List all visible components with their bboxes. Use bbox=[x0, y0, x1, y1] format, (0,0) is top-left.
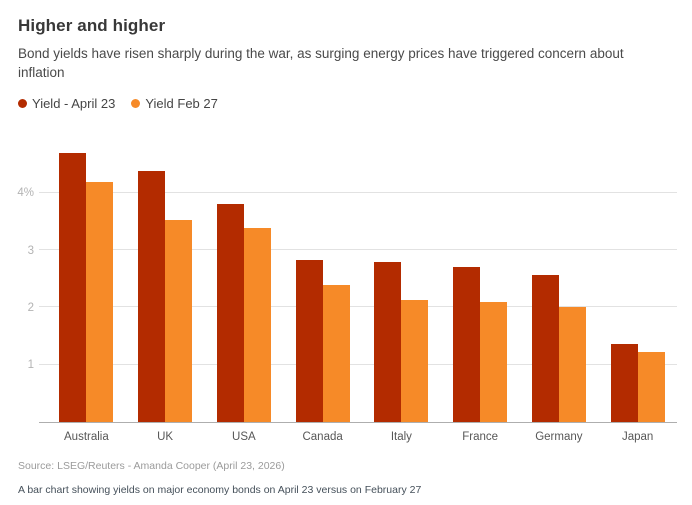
legend-item-feb27: Yield Feb 27 bbox=[131, 96, 218, 111]
legend-label: Yield - April 23 bbox=[32, 96, 116, 111]
y-tick-label: 4% bbox=[17, 187, 34, 200]
y-tick-label: 1 bbox=[27, 359, 34, 372]
category-label: Italy bbox=[390, 431, 412, 443]
bar-yield-feb-27-france bbox=[480, 301, 508, 422]
category-label: UK bbox=[157, 431, 174, 443]
caption-text: A bar chart showing yields on major econ… bbox=[18, 484, 422, 496]
category-label: Australia bbox=[64, 431, 109, 443]
bar-group-italy: Italy bbox=[362, 138, 441, 443]
category-label: USA bbox=[232, 431, 256, 443]
grid-line bbox=[39, 306, 677, 308]
y-tick-label: 3 bbox=[27, 244, 34, 257]
bar-yield-feb-27-canada bbox=[322, 284, 350, 422]
bar-yield-feb-27-uk bbox=[165, 220, 193, 422]
bar-yield-feb-27-australia bbox=[86, 181, 114, 422]
y-tick-label: 2 bbox=[27, 301, 34, 314]
bar-yield-april-23-australia bbox=[59, 152, 87, 422]
chart-subtitle: Bond yields have risen sharply during th… bbox=[18, 46, 624, 80]
bar-group-canada: Canada bbox=[283, 138, 362, 443]
chart-header: Higher and higher Bond yields have risen… bbox=[18, 16, 674, 82]
grid-line bbox=[39, 363, 677, 365]
bar-yield-feb-27-japan bbox=[637, 351, 665, 422]
page-title: Higher and higher bbox=[18, 16, 166, 35]
bar-chart: 4% 3 2 1 Australia UK USA Canada Italy France Germ… bbox=[17, 138, 677, 443]
category-label: Canada bbox=[302, 431, 343, 443]
chart-footer: Source: LSEG/Reuters - Amanda Cooper (Ap… bbox=[18, 460, 674, 496]
category-label: Japan bbox=[621, 431, 654, 443]
chart-legend: Yield - April 23 Yield Feb 27 bbox=[18, 96, 674, 111]
legend-dot-icon bbox=[131, 99, 141, 108]
x-axis-line bbox=[39, 422, 677, 423]
legend-label: Yield Feb 27 bbox=[145, 96, 218, 111]
plot-area: 4% 3 2 1 Australia UK USA Canada Italy France Germ… bbox=[17, 138, 677, 443]
bar-yield-feb-27-usa bbox=[243, 228, 271, 422]
bar-yield-feb-27-italy bbox=[401, 300, 429, 422]
bar-group-germany: Germany bbox=[520, 138, 599, 443]
bar-yield-april-23-canada bbox=[295, 259, 323, 422]
category-label: Germany bbox=[535, 431, 583, 443]
category-label: France bbox=[462, 431, 499, 443]
bar-group-australia: Australia bbox=[47, 138, 126, 443]
source-text: Source: LSEG/Reuters - Amanda Cooper (Ap… bbox=[18, 460, 285, 472]
bar-group-usa: USA bbox=[205, 138, 284, 443]
bar-yield-april-23-usa bbox=[216, 204, 244, 422]
grid-line bbox=[39, 249, 677, 251]
bar-group-france: France bbox=[441, 138, 520, 443]
bar-group-japan: Japan bbox=[598, 138, 677, 443]
bar-yield-april-23-japan bbox=[610, 344, 638, 422]
bar-group-uk: UK bbox=[126, 138, 205, 443]
bar-yield-april-23-france bbox=[453, 266, 481, 422]
bar-yield-april-23-italy bbox=[374, 261, 402, 422]
legend-dot-icon bbox=[18, 99, 27, 108]
bar-yield-feb-27-germany bbox=[558, 306, 586, 422]
bar-yield-april-23-uk bbox=[138, 171, 166, 422]
bar-yield-april-23-germany bbox=[531, 274, 559, 422]
legend-item-april23: Yield - April 23 bbox=[18, 96, 115, 111]
grid-line bbox=[39, 191, 677, 193]
